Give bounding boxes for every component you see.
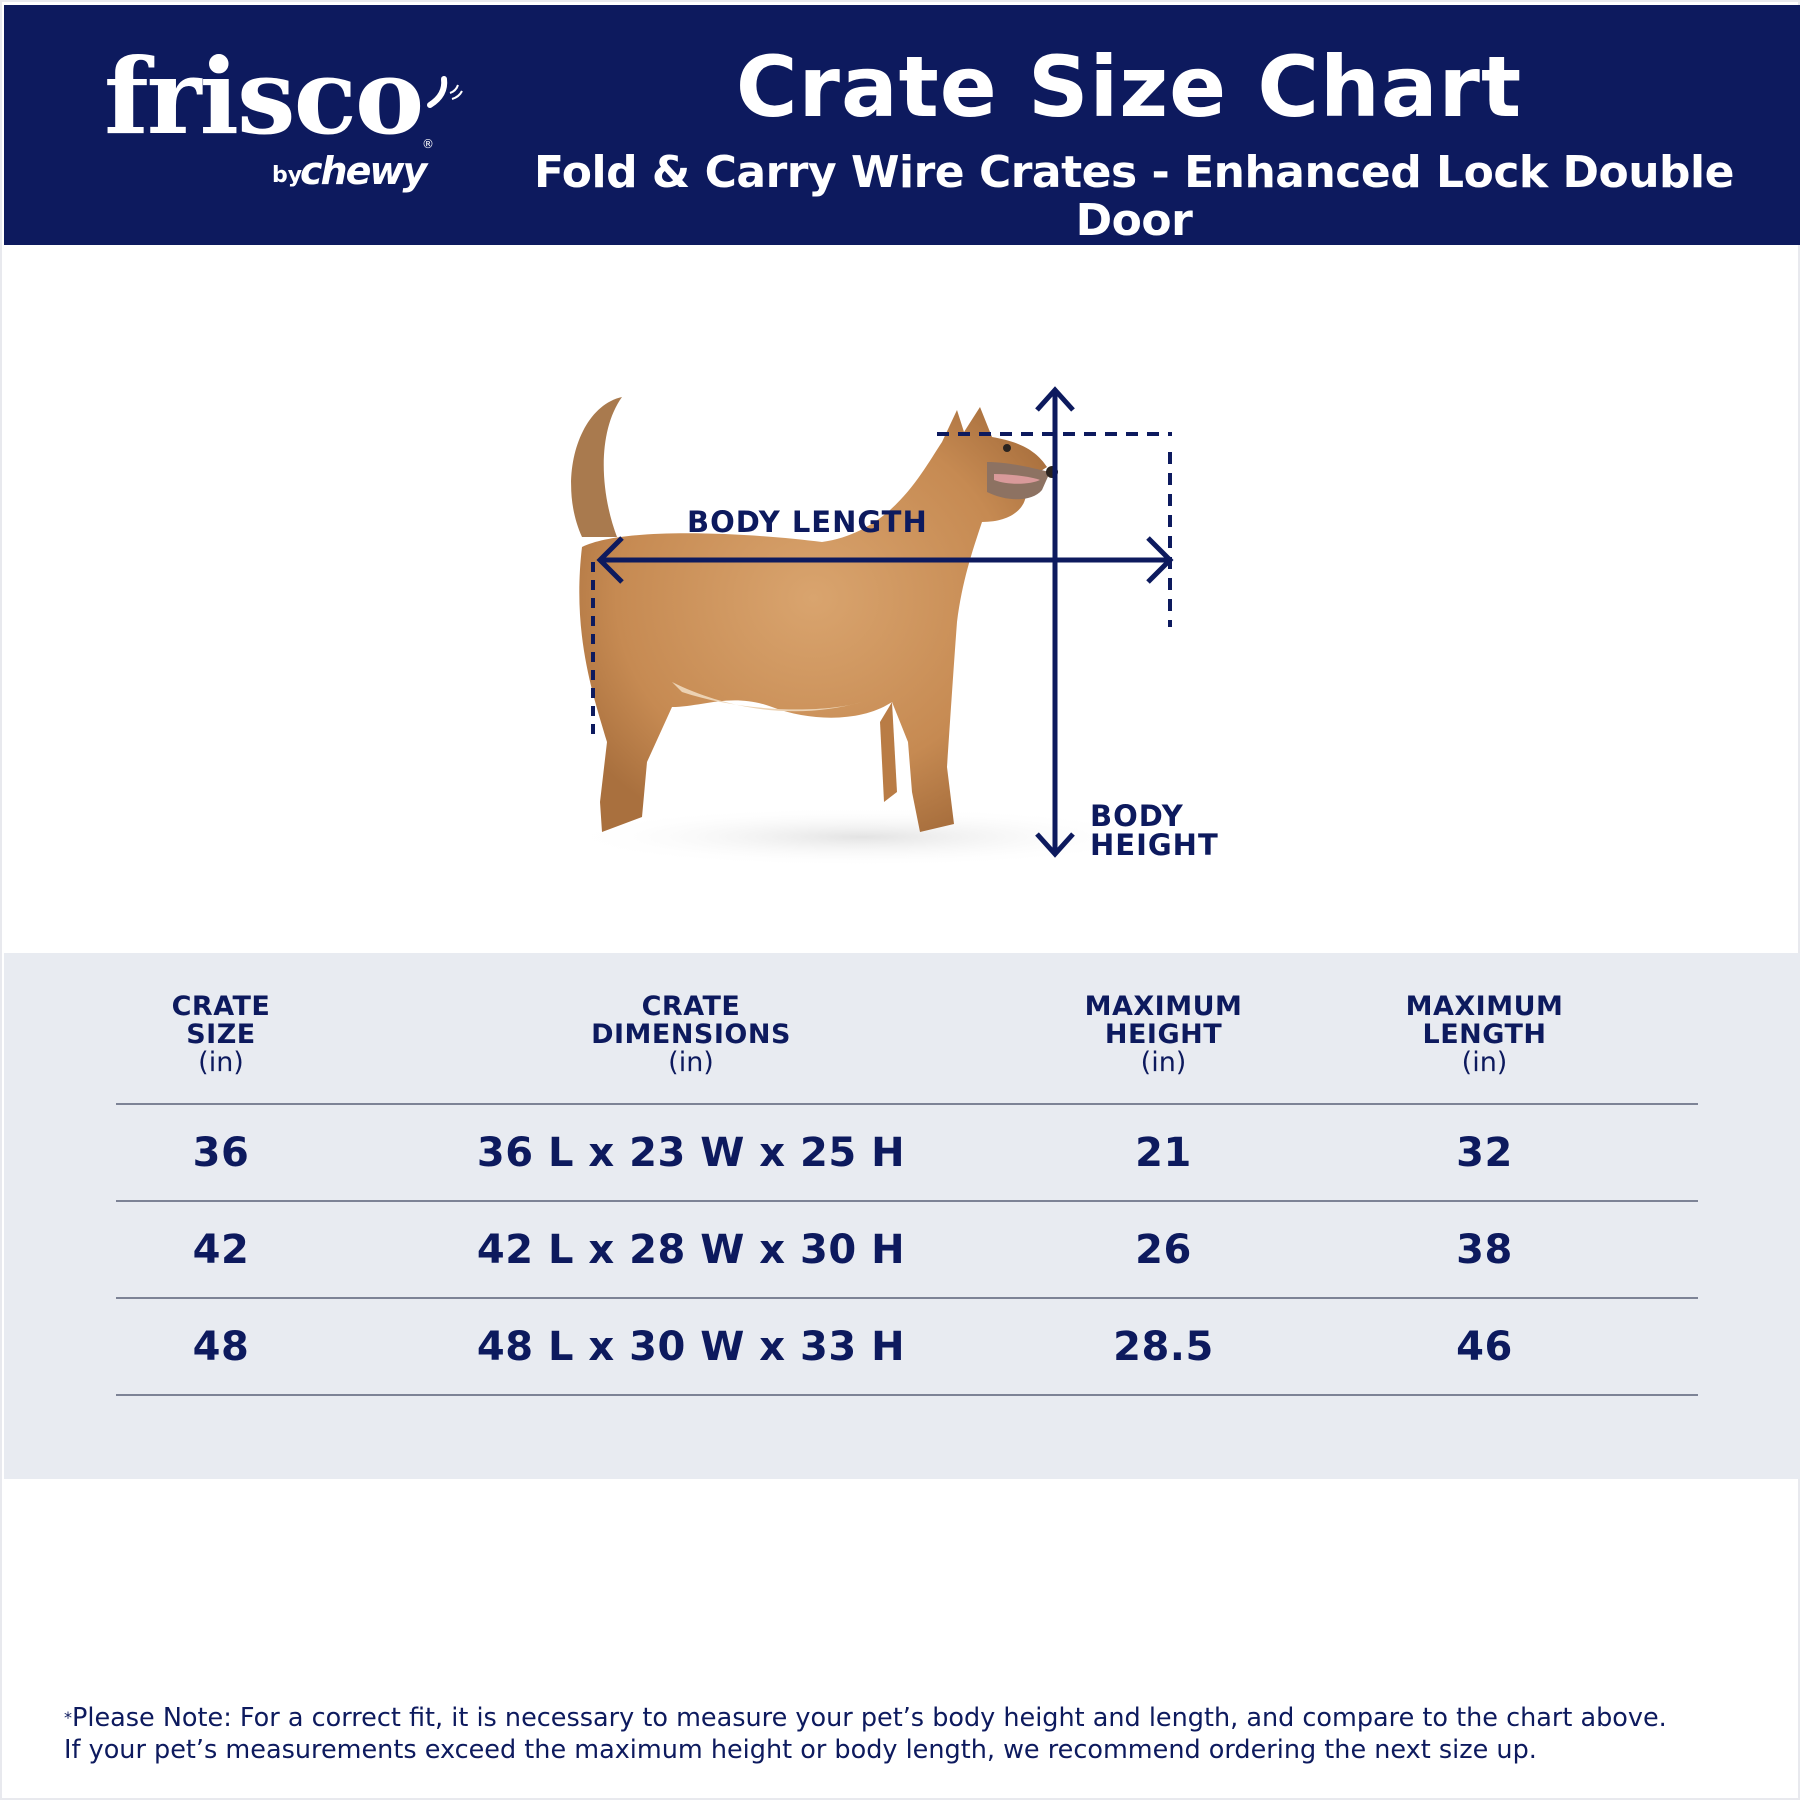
page-subtitle: Fold & Carry Wire Crates - Enhanced Lock… [534, 147, 1734, 247]
dog-photo-icon [562, 386, 1174, 867]
frisco-logo: frisco ® by chewy [104, 45, 464, 205]
cell-max-height: 28.5 [1056, 1298, 1271, 1396]
column-header-maximum-length: MAXIMUM LENGTH (in) [1271, 993, 1698, 1105]
size-table-panel: CRATE SIZE (in) CRATE DIMENSIONS (in) MA… [4, 953, 1800, 1479]
footnote: *Please Note: For a correct fit, it is n… [64, 1702, 1764, 1766]
cell-max-height: 26 [1056, 1201, 1271, 1299]
table-header-row: CRATE SIZE (in) CRATE DIMENSIONS (in) MA… [116, 993, 1698, 1105]
table-row: 36 36 L x 23 W x 25 H 21 32 [116, 1104, 1698, 1202]
logo-wordmark: frisco [104, 35, 424, 158]
logo-tail-swoosh-icon [427, 76, 463, 108]
footnote-line-1: *Please Note: For a correct fit, it is n… [64, 1703, 1667, 1733]
column-header-maximum-height: MAXIMUM HEIGHT (in) [1056, 993, 1271, 1105]
footnote-marker: * [64, 1708, 72, 1727]
header-banner: frisco ® by chewy Crate Size Chart Fold … [4, 5, 1800, 245]
unit-label: (in) [1140, 1047, 1187, 1078]
cell-max-length: 32 [1271, 1104, 1698, 1202]
column-header-crate-dimensions: CRATE DIMENSIONS (in) [326, 993, 1056, 1105]
body-height-label-line2: HEIGHT [1090, 828, 1219, 862]
registered-mark: ® [422, 137, 434, 151]
cell-dimensions: 48 L x 30 W x 33 H [326, 1298, 1056, 1396]
cell-max-length: 46 [1271, 1298, 1698, 1396]
cell-crate-size: 36 [116, 1104, 326, 1202]
cell-max-height: 21 [1056, 1104, 1271, 1202]
cell-crate-size: 42 [116, 1201, 326, 1299]
body-height-label-line1: BODY [1090, 799, 1184, 833]
chewy-wordmark: chewy [300, 149, 427, 193]
unit-label: (in) [668, 1047, 714, 1078]
column-header-crate-size: CRATE SIZE (in) [116, 993, 326, 1105]
unit-label: (in) [1461, 1047, 1508, 1078]
cell-dimensions: 36 L x 23 W x 25 H [326, 1104, 1056, 1202]
cell-dimensions: 42 L x 28 W x 30 H [326, 1201, 1056, 1299]
table-row: 42 42 L x 28 W x 30 H 26 38 [116, 1201, 1698, 1299]
cell-max-length: 38 [1271, 1201, 1698, 1299]
body-length-label: BODY LENGTH [687, 505, 928, 539]
cell-crate-size: 48 [116, 1298, 326, 1396]
table-row: 48 48 L x 30 W x 33 H 28.5 46 [116, 1298, 1698, 1396]
size-table: CRATE SIZE (in) CRATE DIMENSIONS (in) MA… [116, 993, 1698, 1396]
page-title: Crate Size Chart [735, 38, 1523, 136]
body-height-label: BODY HEIGHT [1090, 802, 1219, 860]
dog-measurement-illustration: BODY LENGTH BODY HEIGHT [562, 362, 1282, 902]
logo-by-text: by [272, 163, 303, 188]
unit-label: (in) [198, 1047, 244, 1078]
footnote-line-2: If your pet’s measurements exceed the ma… [64, 1735, 1537, 1765]
